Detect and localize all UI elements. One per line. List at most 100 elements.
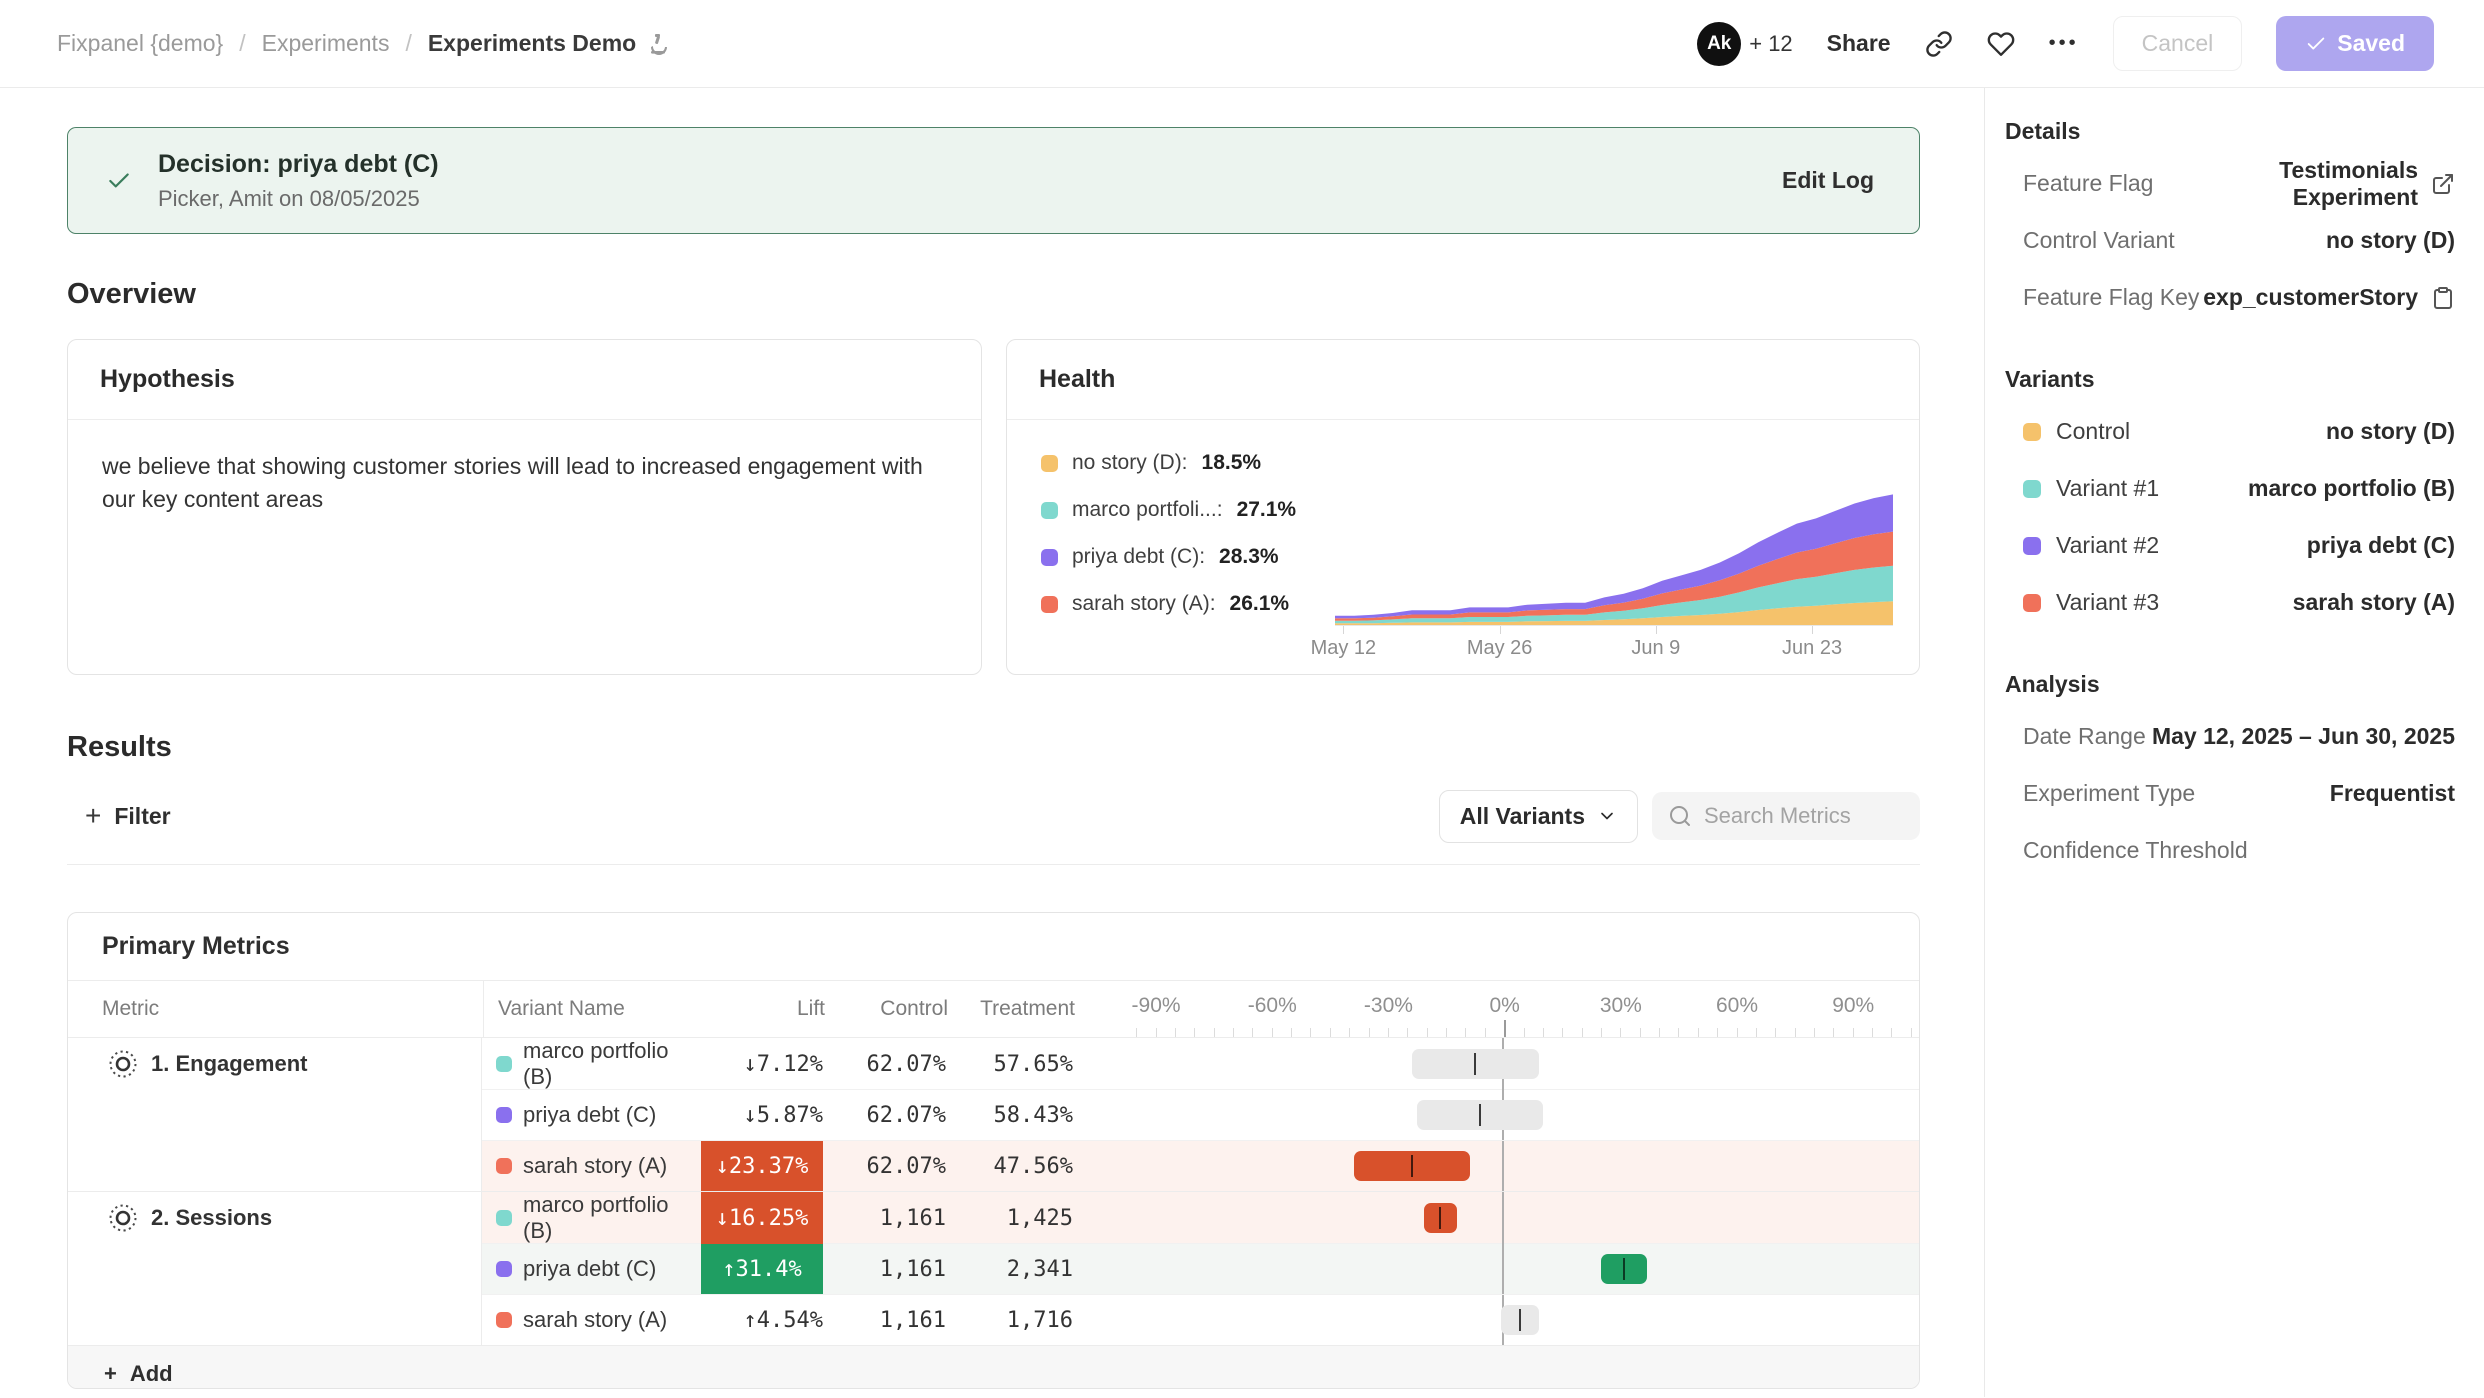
mean-tick	[1439, 1207, 1441, 1229]
lift-value: ↓23.37%	[701, 1141, 823, 1191]
zero-line	[1502, 1192, 1504, 1244]
variant-swatch	[496, 1312, 512, 1328]
edit-log-button[interactable]: Edit Log	[1782, 167, 1874, 194]
table-row: marco portfolio (B)↓7.12%62.07%57.65%	[482, 1038, 1919, 1089]
axis-minor-tick	[1737, 1028, 1738, 1037]
col-control: Control	[825, 997, 948, 1021]
metric-column: 1. Engagement	[68, 1038, 482, 1191]
analysis-row: Date RangeMay 12, 2025 – Jun 30, 2025	[2005, 708, 2455, 765]
detail-value: no story (D)	[2326, 227, 2455, 254]
axis-tick-label: 0%	[1489, 994, 1519, 1018]
x-axis-label: Jun 23	[1782, 637, 1842, 660]
breadcrumb-project[interactable]: Fixpanel {demo}	[57, 30, 223, 57]
more-options-button[interactable]: •••	[2049, 32, 2079, 55]
detail-value[interactable]: Testimonials Experiment	[2153, 157, 2455, 211]
treatment-value: 58.43%	[946, 1103, 1073, 1128]
breadcrumb-experiments[interactable]: Experiments	[262, 30, 390, 57]
x-axis-tick	[1812, 626, 1813, 634]
axis-minor-tick	[1853, 1028, 1854, 1037]
variant-row: Control no story (D)	[2005, 403, 2455, 460]
col-treatment: Treatment	[948, 997, 1075, 1021]
health-chart-x-axis: May 12May 26Jun 9Jun 23	[1335, 625, 1893, 663]
axis-tick-label: -90%	[1132, 994, 1181, 1018]
confidence-interval-cell	[1125, 1141, 1919, 1191]
legend-label: marco portfoli...:	[1072, 498, 1223, 522]
metric-column: 2. Sessions	[68, 1192, 482, 1345]
variant-swatch	[496, 1158, 512, 1174]
analysis-rows: Date RangeMay 12, 2025 – Jun 30, 2025 Exp…	[2005, 708, 2455, 879]
col-metric: Metric	[68, 981, 484, 1037]
variant-filter-label: All Variants	[1460, 803, 1585, 830]
variant-swatch	[2023, 537, 2041, 555]
collaborators: Ak + 12	[1697, 22, 1792, 66]
variant-swatch	[2023, 480, 2041, 498]
axis-minor-tick	[1872, 1028, 1873, 1037]
analysis-value: May 12, 2025 – Jun 30, 2025	[2152, 723, 2455, 750]
add-filter-button[interactable]: + Filter	[67, 802, 171, 830]
table-row: priya debt (C)↓5.87%62.07%58.43%	[482, 1089, 1919, 1140]
share-button[interactable]: Share	[1827, 30, 1891, 57]
control-value: 62.07%	[823, 1154, 946, 1179]
axis-tick-label: -60%	[1248, 994, 1297, 1018]
clipboard-icon[interactable]	[2431, 286, 2455, 310]
details-rows: Feature FlagTestimonials ExperimentContr…	[2005, 155, 2455, 326]
variant-filter-dropdown[interactable]: All Variants	[1439, 790, 1638, 843]
lift-value: ↓16.25%	[701, 1192, 823, 1244]
legend-swatch	[1041, 502, 1058, 519]
metric-name: 1. Engagement	[151, 1051, 307, 1077]
table-row: marco portfolio (B)↓16.25%1,1611,425	[482, 1192, 1919, 1243]
legend-swatch	[1041, 549, 1058, 566]
detail-value[interactable]: exp_customerStory	[2203, 284, 2455, 311]
add-metric-button[interactable]: + Add	[68, 1345, 1919, 1389]
variant-cell: priya debt (C)	[482, 1102, 701, 1128]
mean-tick	[1519, 1309, 1521, 1331]
breadcrumb-separator: /	[405, 30, 411, 57]
saved-button[interactable]: Saved	[2276, 16, 2434, 71]
collaborators-count: + 12	[1749, 31, 1792, 57]
external-link-icon[interactable]	[2431, 172, 2455, 196]
search-icon	[1668, 804, 1692, 828]
axis-minor-tick	[1601, 1028, 1602, 1037]
axis-minor-tick	[1659, 1028, 1660, 1037]
zero-line	[1502, 1244, 1504, 1294]
variant-value: no story (D)	[2326, 418, 2455, 445]
plus-icon: +	[85, 802, 101, 830]
variant-cell: marco portfolio (B)	[482, 1038, 701, 1090]
mean-tick	[1623, 1258, 1625, 1280]
saved-button-label: Saved	[2337, 30, 2405, 57]
table-row: sarah story (A)↓23.37%62.07%47.56%	[482, 1140, 1919, 1191]
plus-icon: +	[104, 1363, 117, 1385]
cancel-button[interactable]: Cancel	[2113, 16, 2243, 71]
variant-cell: priya debt (C)	[482, 1256, 701, 1282]
copy-link-icon[interactable]	[1925, 30, 1953, 58]
treatment-value: 47.56%	[946, 1154, 1073, 1179]
favorite-heart-icon[interactable]	[1987, 30, 2015, 58]
axis-minor-tick	[1582, 1028, 1583, 1037]
axis-minor-tick	[1330, 1028, 1331, 1037]
variant-name: marco portfolio (B)	[523, 1038, 701, 1090]
search-metrics-box[interactable]	[1652, 792, 1920, 840]
variant-key: Variant #2	[2023, 532, 2159, 559]
control-value: 1,161	[823, 1257, 946, 1282]
analysis-label: Confidence Threshold	[2023, 837, 2248, 864]
detail-value-text: no story (D)	[2326, 227, 2455, 254]
main-content: Decision: priya debt (C) Picker, Amit on…	[0, 88, 1984, 1397]
analysis-label: Experiment Type	[2023, 780, 2195, 807]
variant-cell: sarah story (A)	[482, 1307, 701, 1333]
topbar-actions: Ak + 12 Share ••• Cancel Saved	[1697, 16, 2434, 71]
decision-check-icon	[106, 168, 132, 194]
x-axis-tick	[1343, 626, 1344, 634]
confidence-interval-bar	[1501, 1305, 1539, 1335]
variant-key: Control	[2023, 418, 2130, 445]
avatar[interactable]: Ak	[1697, 22, 1741, 66]
variant-label: Variant #2	[2056, 532, 2159, 559]
variant-label: Variant #3	[2056, 589, 2159, 616]
treatment-value: 2,341	[946, 1257, 1073, 1282]
confidence-interval-bar	[1601, 1254, 1647, 1284]
legend-label: sarah story (A):	[1072, 592, 1216, 616]
search-metrics-input[interactable]	[1704, 803, 1894, 829]
zero-line	[1502, 1141, 1504, 1191]
variant-key: Variant #3	[2023, 589, 2159, 616]
legend-label: no story (D):	[1072, 451, 1188, 475]
confidence-interval-cell	[1125, 1038, 1919, 1090]
